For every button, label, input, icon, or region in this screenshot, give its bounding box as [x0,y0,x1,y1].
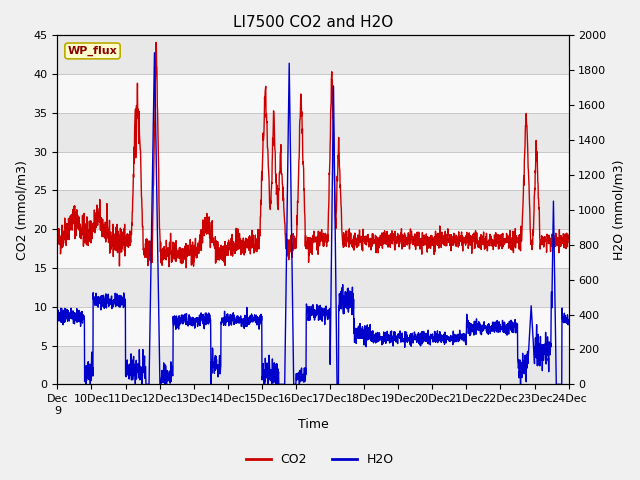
Bar [58,191,568,229]
Bar [58,229,568,268]
Bar [58,113,568,152]
Y-axis label: H2O (mmol/m3): H2O (mmol/m3) [612,159,625,260]
Legend: CO2, H2O: CO2, H2O [241,448,399,471]
Title: LI7500 CO2 and H2O: LI7500 CO2 and H2O [233,15,393,30]
Bar [58,268,568,307]
Bar [58,74,568,113]
Bar [58,346,568,384]
Bar [58,36,568,74]
Bar [58,152,568,191]
X-axis label: Time: Time [298,419,328,432]
Y-axis label: CO2 (mmol/m3): CO2 (mmol/m3) [15,160,28,260]
Bar [58,307,568,346]
Text: WP_flux: WP_flux [68,46,117,56]
